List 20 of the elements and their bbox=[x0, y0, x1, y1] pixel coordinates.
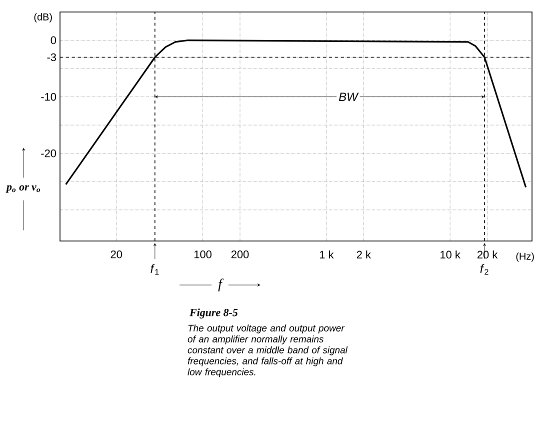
ref-line-label: f$_{2}$ bbox=[480, 264, 488, 275]
annotation: BW bbox=[338, 92, 359, 101]
x-tick-label: 10 k bbox=[440, 250, 460, 259]
x-tick-label: 20 bbox=[110, 250, 122, 258]
text: (Hz) bbox=[516, 252, 534, 262]
text: (dB) bbox=[34, 13, 52, 22]
x-axis-title: f bbox=[218, 278, 224, 292]
text: Figure 8-5 bbox=[190, 308, 238, 318]
x-tick-label: 1 k bbox=[320, 250, 334, 258]
x-tick-label: 20 k bbox=[477, 250, 498, 259]
y-tick-label: -3 bbox=[47, 53, 56, 62]
x-tick-label: 2 k bbox=[356, 250, 371, 258]
y-tick-label: 0 bbox=[50, 36, 56, 44]
text: The output voltage and output power of an amplifier normally remains constant over a middle band of signal frequencies, and falls-off at high and low frequencies. bbox=[188, 324, 348, 378]
x-tick-label: 100 bbox=[194, 250, 212, 258]
y-axis-title: p$_{o}$ or v$_{o}$ bbox=[6, 185, 40, 193]
y-tick-label: -20 bbox=[41, 149, 56, 158]
x-tick-label: 200 bbox=[231, 250, 249, 258]
y-tick-label: -10 bbox=[41, 92, 56, 101]
ref-line-label: f$_{1}$ bbox=[150, 264, 159, 275]
